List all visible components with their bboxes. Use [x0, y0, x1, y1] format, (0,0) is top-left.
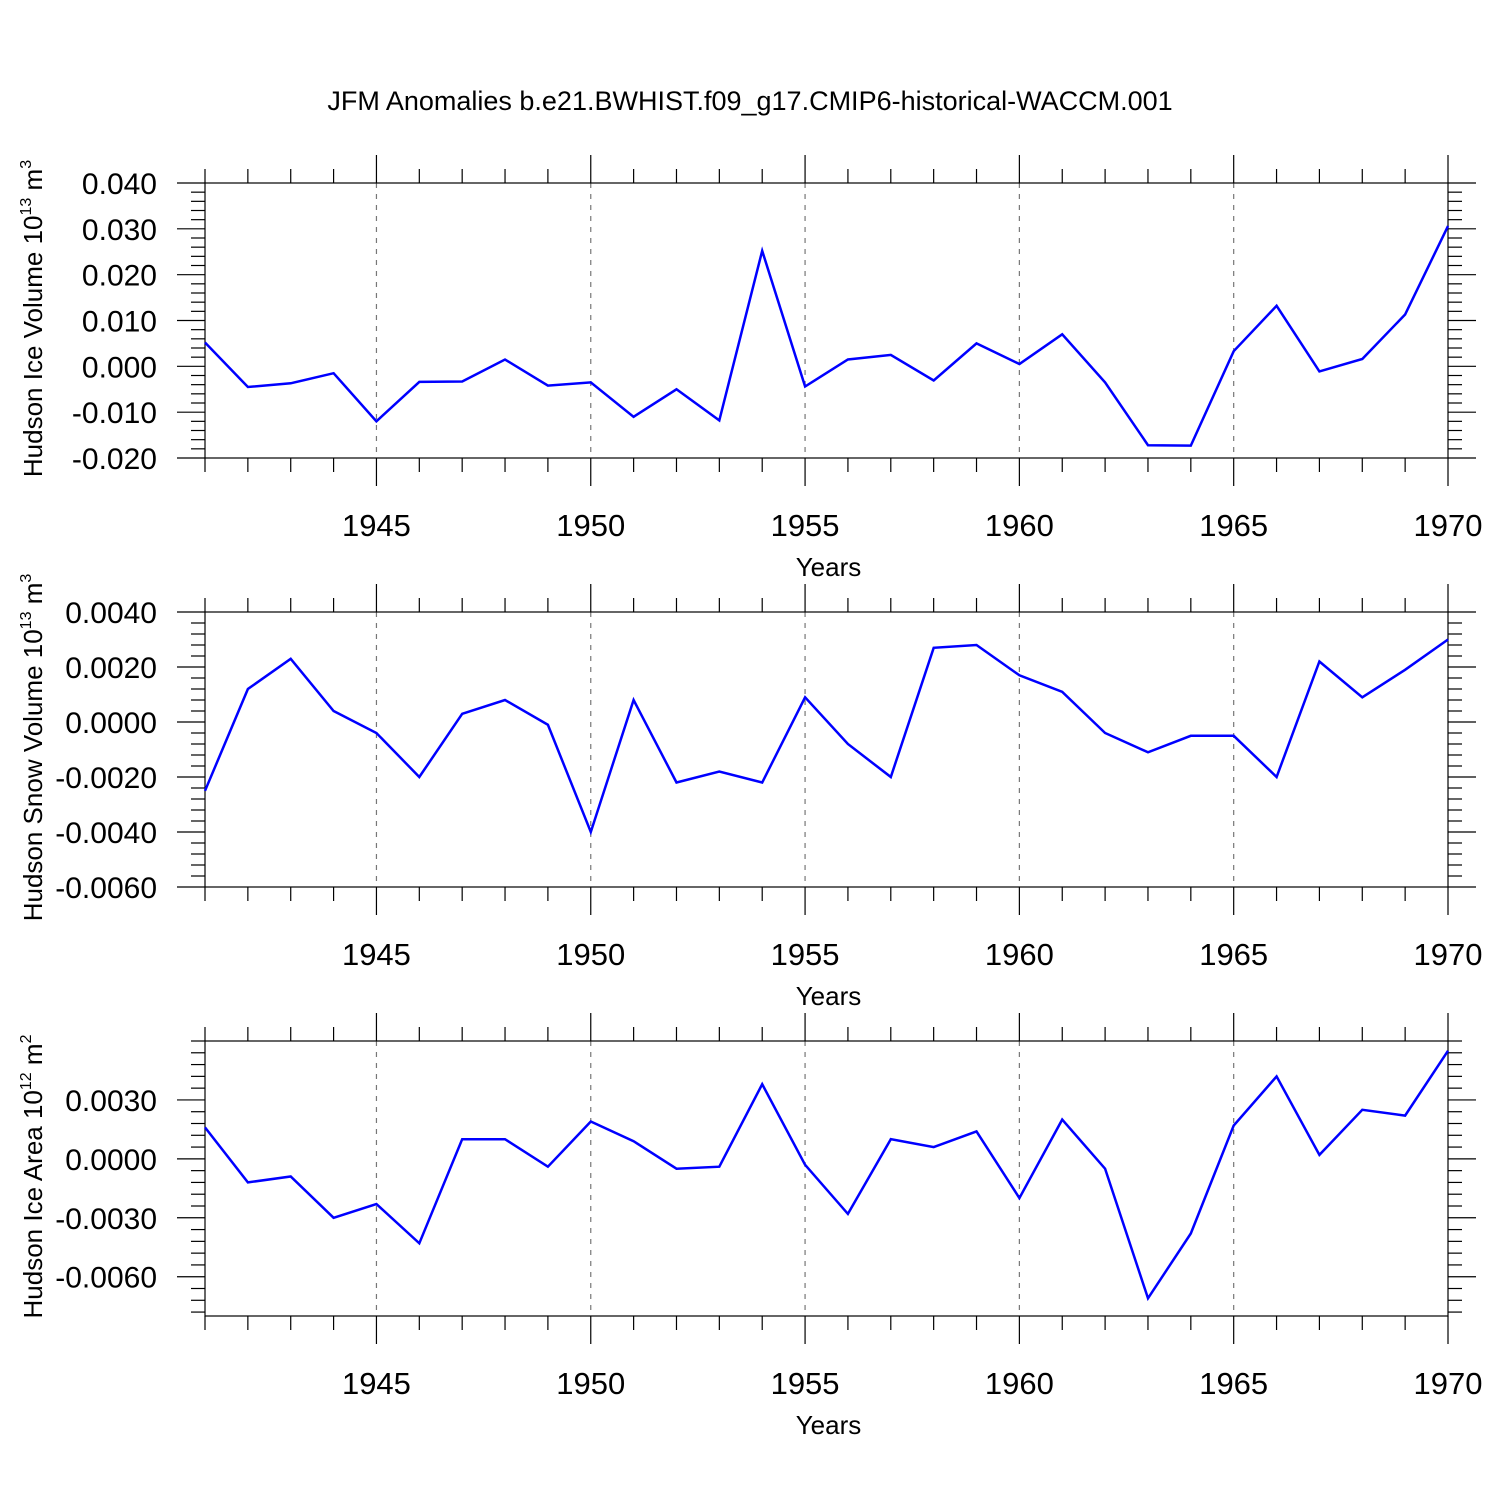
y-tick-label: -0.020 [72, 443, 157, 476]
y-axis-label: Hudson Ice Volume 1013 m3 [18, 160, 48, 477]
y-axis-label-text: Hudson Ice Volume 10 [18, 215, 48, 477]
y-axis-label-exponent: 12 [18, 1072, 35, 1090]
x-tick-label: 1970 [1414, 508, 1483, 543]
panels: 0.040 0.030 0.020 0.010 0.000 -0.010 -0.020 194… [18, 155, 1482, 1440]
y-axis-label-unit: m [18, 583, 48, 612]
y-tick-label: 0.000 [82, 351, 157, 384]
y-tick-label: 0.0000 [65, 1144, 157, 1177]
series-line [204, 1050, 1450, 1302]
y-axis-label-unit: m [18, 1043, 48, 1072]
x-axis-label: Years [796, 552, 862, 582]
y-tick-label: -0.010 [72, 397, 157, 430]
x-axis-label: Years [796, 1410, 862, 1440]
x-tick-label: 1955 [771, 1366, 840, 1401]
x-axis-label: Years [796, 981, 862, 1011]
x-tick-label: 1955 [771, 508, 840, 543]
x-tick-label: 1960 [985, 1366, 1054, 1401]
panel-2: 0.0040 0.0020 0.0000 -0.0020 -0.0040 -0.0060 1… [18, 574, 1482, 1011]
x-tick-label: 1965 [1199, 508, 1268, 543]
y-tick-label: 0.040 [82, 168, 157, 201]
y-tick-label: 0.020 [82, 260, 157, 293]
x-tick-label: 1970 [1414, 1366, 1483, 1401]
y-tick-label: 0.0030 [65, 1085, 157, 1118]
x-tick-label: 1955 [771, 937, 840, 972]
y-tick-label: -0.0060 [55, 1262, 157, 1295]
y-tick-label: -0.0030 [55, 1203, 157, 1236]
x-tick-label: 1950 [556, 1366, 625, 1401]
x-tick-label: 1950 [556, 937, 625, 972]
x-tick-label: 1945 [342, 937, 411, 972]
series-line [204, 225, 1450, 447]
x-tick-label: 1965 [1199, 937, 1268, 972]
y-axis-label-unit-exponent: 3 [18, 574, 35, 583]
y-axis-label-exponent: 13 [18, 198, 35, 216]
y-tick-label: 0.0000 [65, 707, 157, 740]
x-tick-label: 1960 [985, 937, 1054, 972]
x-tick-label: 1965 [1199, 1366, 1268, 1401]
y-axis-label-unit-exponent: 3 [18, 160, 35, 169]
x-tick-label: 1950 [556, 508, 625, 543]
y-axis-label-text: Hudson Snow Volume 10 [18, 629, 48, 921]
y-axis-label: Hudson Snow Volume 1013 m3 [18, 574, 48, 922]
y-axis-label-unit: m [18, 169, 48, 198]
y-tick-label: -0.0040 [55, 817, 157, 850]
series-line [203, 638, 1449, 836]
x-tick-label: 1945 [342, 508, 411, 543]
x-tick-label: 1960 [985, 508, 1054, 543]
y-tick-label: -0.0020 [55, 762, 157, 795]
y-axis-label: Hudson Ice Area 1012 m2 [18, 1034, 48, 1318]
x-tick-label: 1970 [1414, 937, 1483, 972]
y-tick-label: 0.010 [82, 306, 157, 339]
plot-frame [204, 1040, 1449, 1317]
plot-frame [204, 611, 1449, 888]
x-tick-label: 1945 [342, 1366, 411, 1401]
panel-3: 0.0030 0.0000 -0.0030 -0.0060 1945 1950 1955 19… [18, 1013, 1482, 1440]
panel-1: 0.040 0.030 0.020 0.010 0.000 -0.010 -0.020 194… [18, 155, 1482, 582]
y-tick-label: 0.0040 [65, 597, 157, 630]
y-tick-label: -0.0060 [55, 872, 157, 905]
y-axis-label-unit-exponent: 2 [18, 1034, 35, 1043]
y-axis-label-text: Hudson Ice Area 10 [18, 1090, 48, 1318]
figure-title: JFM Anomalies b.e21.BWHIST.f09_g17.CMIP6… [327, 86, 1172, 116]
y-tick-label: 0.0020 [65, 652, 157, 685]
y-axis-label-exponent: 13 [18, 611, 35, 629]
y-tick-label: 0.030 [82, 214, 157, 247]
